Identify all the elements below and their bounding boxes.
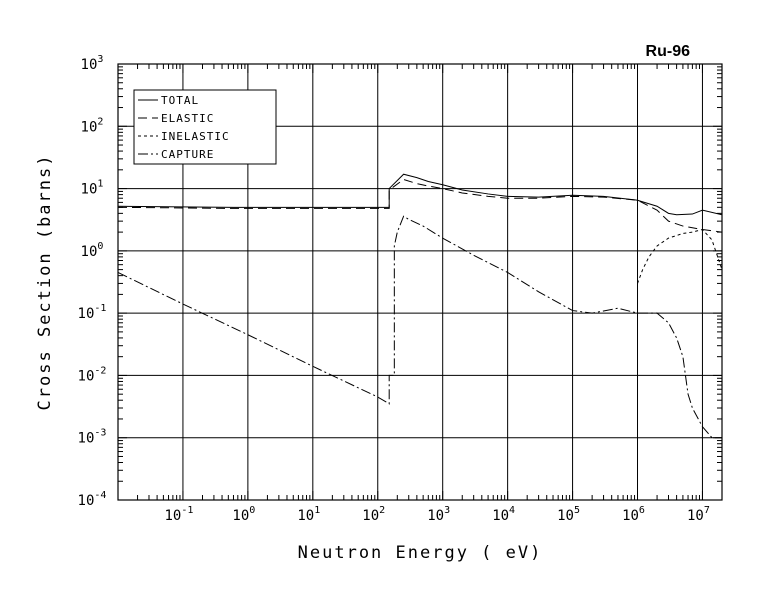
legend-box <box>133 89 277 165</box>
x-tick-label: 103 <box>427 505 450 524</box>
tick-labels: 10-1 100 101 102 103 104 105 106 107 10-4 10-3 10-2… <box>78 54 710 524</box>
legend-label-inelastic: INELASTIC <box>161 130 230 143</box>
x-tick-label: 101 <box>297 505 320 524</box>
grid-lines <box>118 64 722 500</box>
y-tick-label: 103 <box>81 54 104 73</box>
y-tick-label: 101 <box>81 179 104 198</box>
legend: TOTAL ELASTIC INELASTIC CAPTURE <box>133 89 277 165</box>
x-tick-label: 105 <box>557 505 580 524</box>
x-tick-label: 107 <box>687 505 710 524</box>
y-tick-label: 102 <box>81 116 104 135</box>
y-tick-label: 100 <box>81 241 104 260</box>
x-tick-label: 100 <box>232 505 255 524</box>
y-axis-label: Cross Section (barns) <box>35 154 55 411</box>
x-tick-label: 10-1 <box>164 505 193 524</box>
x-tick-label: 106 <box>622 505 645 524</box>
plot-frame <box>117 63 723 501</box>
legend-label-capture: CAPTURE <box>161 148 214 161</box>
series-line-elastic <box>118 178 722 233</box>
x-tick-label: 102 <box>362 505 385 524</box>
y-tick-label: 10-1 <box>78 303 107 322</box>
series-line-capture <box>118 215 722 439</box>
y-tick-label: 10-2 <box>78 365 107 384</box>
series-line-total <box>118 173 722 216</box>
y-tick-label: 10-3 <box>78 428 107 447</box>
chart-title: Ru-96 <box>646 43 691 60</box>
legend-label-total: TOTAL <box>161 94 199 107</box>
y-tick-label: 10-4 <box>78 490 107 509</box>
legend-label-elastic: ELASTIC <box>161 112 214 125</box>
x-axis-label: Neutron Energy ( eV) <box>298 543 543 563</box>
tick-marks <box>117 63 723 501</box>
series-group <box>118 173 722 439</box>
series-line-inelastic <box>637 228 722 284</box>
x-tick-label: 104 <box>492 505 515 524</box>
